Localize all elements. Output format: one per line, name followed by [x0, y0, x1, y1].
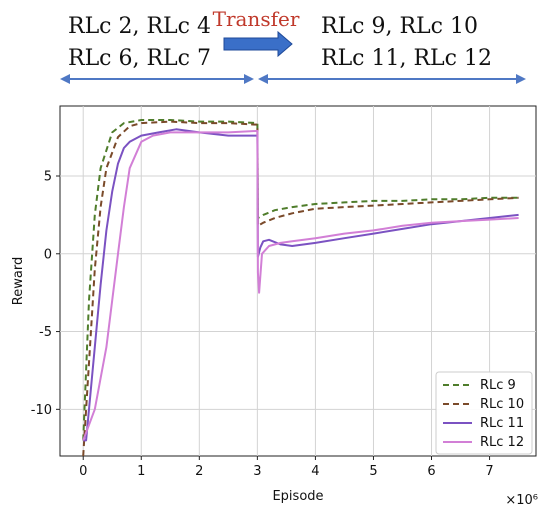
- series-line-rlc-11: [83, 128, 519, 442]
- header-right-line2: RLc 11, RLc 12: [321, 46, 492, 71]
- x-axis-label: Episode: [272, 489, 323, 504]
- x-tick-label: 6: [427, 464, 435, 479]
- axis-ticks: 0 1 2 3 4 5 6 7 -10 -5 0 5: [31, 170, 494, 480]
- grid-lines: [60, 106, 536, 456]
- x-tick-label: 0: [79, 464, 87, 479]
- transfer-label: Transfer: [213, 7, 300, 31]
- series-line-rlc-12: [82, 129, 519, 441]
- transfer-arrow-icon: [223, 30, 293, 58]
- y-axis-label: Reward: [11, 257, 26, 305]
- y-tick-label: 0: [44, 247, 52, 262]
- x-tick-label: 4: [311, 464, 319, 479]
- y-tick-label: 5: [44, 170, 52, 185]
- y-tick-label: -5: [39, 325, 52, 340]
- series-line-rlc-10: [82, 120, 519, 457]
- span-arrow-right: [258, 74, 526, 84]
- header-left-line1: RLc 2, RLc 4: [68, 14, 211, 39]
- header-left-line2: RLc 6, RLc 7: [68, 46, 211, 71]
- header-right-line1: RLc 9, RLc 10: [321, 14, 478, 39]
- x-tick-label: 2: [195, 464, 203, 479]
- legend-label-rlc-10: RLc 10: [480, 397, 524, 412]
- legend: RLc 9 RLc 10 RLc 11 RLc 12: [435, 371, 533, 455]
- x-scale-label: ×10⁶: [505, 493, 538, 508]
- x-tick-label: 1: [137, 464, 145, 479]
- legend-label-rlc-11: RLc 11: [480, 416, 524, 431]
- series-lines: [82, 119, 519, 457]
- span-arrow-left: [60, 74, 254, 84]
- x-tick-label: 5: [369, 464, 377, 479]
- x-tick-label: 3: [253, 464, 261, 479]
- y-tick-label: -10: [31, 403, 52, 418]
- legend-label-rlc-9: RLc 9: [480, 378, 516, 393]
- legend-label-rlc-12: RLc 12: [480, 435, 524, 450]
- x-tick-label: 7: [485, 464, 493, 479]
